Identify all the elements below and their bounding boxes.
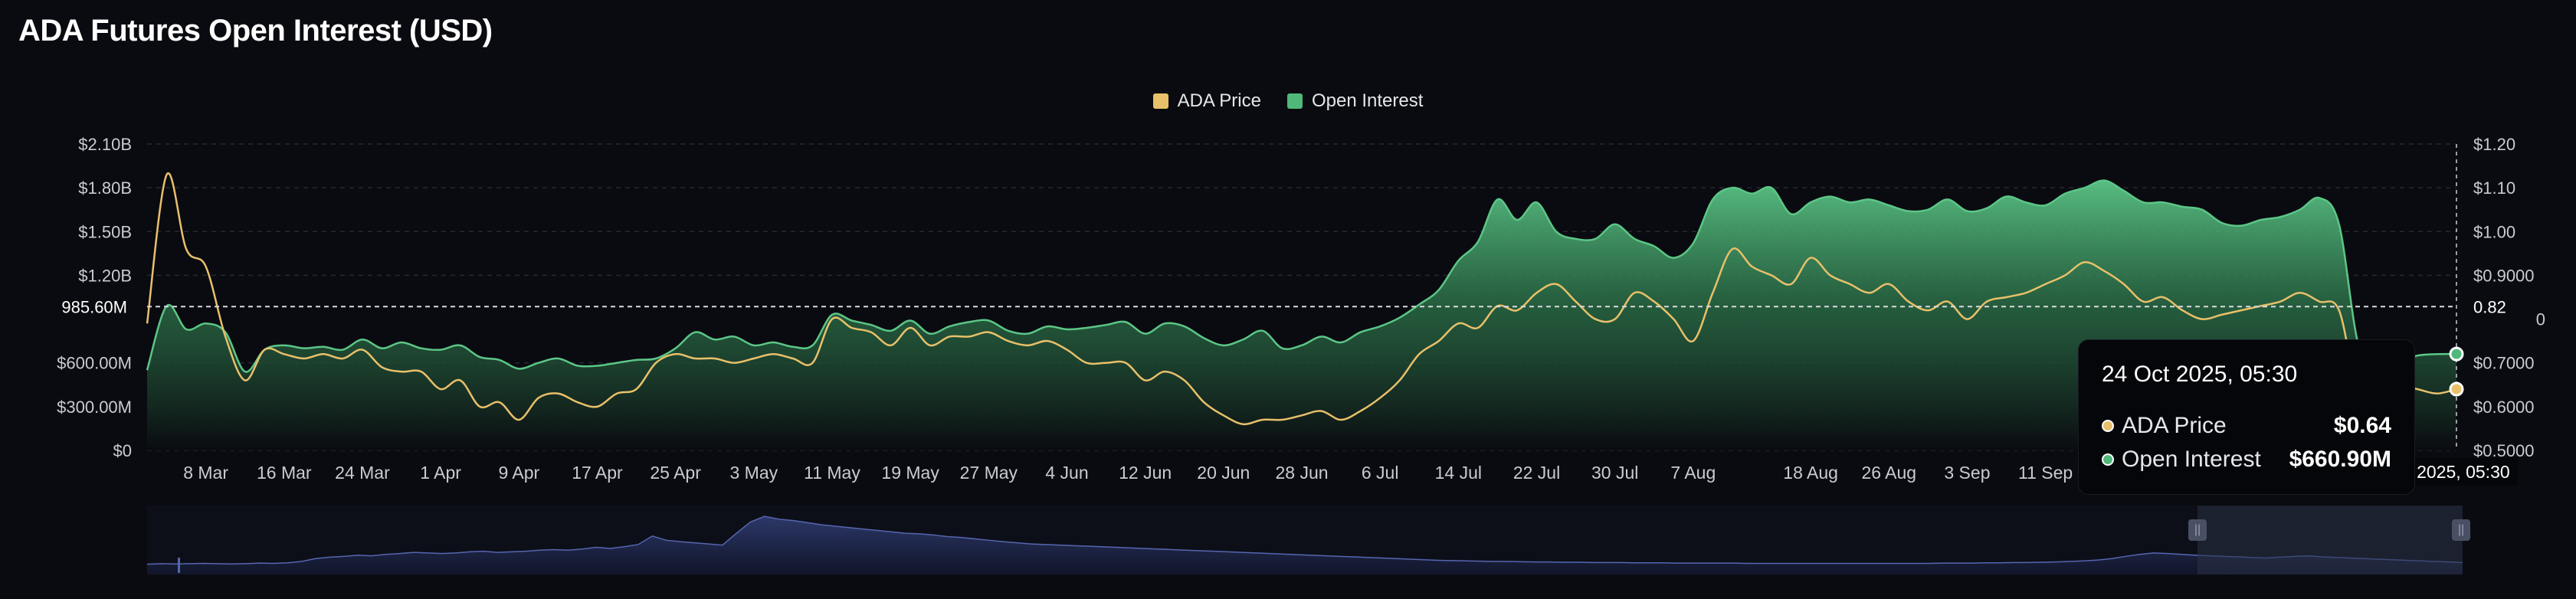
tooltip-row-ada-price: ADA Price $0.64 (2102, 409, 2391, 443)
x-tick-label: 27 May (960, 463, 1018, 483)
tooltip-row-open-interest: Open Interest $660.90M (2102, 443, 2391, 476)
legend-label-open-interest: Open Interest (1311, 90, 1424, 111)
y-right-tick-label: $0.6000 (2473, 398, 2535, 417)
crosshair-left-label-bg (46, 293, 143, 321)
y-left-tick-label: $600.00M (57, 354, 132, 373)
legend-swatch-ada-price (1152, 93, 1168, 109)
x-tick-label: 12 Jun (1119, 463, 1172, 483)
chart-title: ADA Futures Open Interest (USD) (18, 14, 493, 47)
x-tick-label: 20 Jun (1197, 463, 1250, 483)
open-interest-hover-marker (2449, 346, 2464, 362)
x-tick-label: 11 May (804, 463, 860, 483)
x-tick-label: 7 Aug (1670, 463, 1716, 483)
y-left-tick-label: $1.50B (78, 222, 132, 241)
x-tick-label: 28 Jun (1275, 463, 1328, 483)
x-tick-label: 19 May (881, 463, 939, 483)
navigator-selection (2197, 506, 2463, 574)
chart-tooltip: 24 Oct 2025, 05:30 ADA Price $0.64 Open … (2078, 339, 2415, 495)
legend-item-ada-price[interactable]: ADA Price (1152, 90, 1261, 112)
x-tick-label: 3 May (729, 463, 778, 483)
x-tick-label: 8 Mar (183, 463, 228, 483)
navigator-left-handle[interactable]: || (2188, 519, 2207, 541)
tooltip-value-open-interest: $660.90M (2289, 447, 2391, 472)
ada-price-line (146, 172, 2457, 426)
crosshair-right-label-bg (2464, 293, 2527, 321)
x-tick-label: 11 Sep (2018, 463, 2073, 483)
x-tick-label: 16 Mar (257, 463, 312, 483)
tooltip-dot-open-interest (2102, 453, 2114, 466)
navigator-line (146, 516, 2463, 565)
y-left-tick-label: $1.20B (78, 266, 132, 285)
x-tick-label: 24 Mar (335, 463, 390, 483)
y-right-tick-label: $1.20 (2473, 135, 2515, 154)
tooltip-dot-ada-price (2102, 420, 2114, 432)
navigator-area (147, 516, 2463, 574)
x-tick-label: 18 Aug (1783, 463, 1838, 483)
y-right-tick-label: $0.7000 (2473, 354, 2535, 373)
y-right-tick-label: $0.9000 (2473, 266, 2535, 285)
x-tick-label: 26 Aug (1861, 463, 1916, 483)
crosshair-left-label: 985.60M (61, 297, 127, 316)
y-right-tick-label: $1.00 (2473, 222, 2515, 241)
open-interest-line (146, 179, 2457, 373)
legend: ADA Price Open Interest (0, 90, 2576, 112)
x-tick-label: 22 Jul (1513, 463, 1560, 483)
legend-swatch-open-interest (1286, 93, 1303, 109)
y-left-tick-label: $2.10B (78, 135, 132, 154)
x-tick-label: 9 Apr (498, 463, 539, 483)
x-tick-label: 3 Sep (1944, 463, 1990, 483)
x-tick-label: 25 Apr (650, 463, 701, 483)
open-interest-area (147, 180, 2456, 450)
ada-price-hover-marker (2449, 381, 2464, 397)
crosshair-right-label: 0.82 (2473, 297, 2506, 316)
y-right-tick-label: $1.10 (2473, 178, 2515, 198)
tooltip-value-ada-price: $0.64 (2333, 413, 2391, 438)
tooltip-label-ada-price: ADA Price (2122, 413, 2227, 438)
legend-label-ada-price: ADA Price (1177, 90, 1261, 111)
x-tick-label: 14 Jul (1435, 463, 1482, 483)
y-left-tick-label: $1.80B (78, 178, 132, 198)
x-tick-label: 30 Jul (1591, 463, 1638, 483)
x-tick-label: 4 Jun (1045, 463, 1088, 483)
legend-item-open-interest[interactable]: Open Interest (1286, 90, 1424, 112)
tooltip-label-open-interest: Open Interest (2122, 447, 2261, 472)
y-right-tick-label: 0 (2536, 310, 2545, 329)
x-tick-label: 1 Apr (420, 463, 461, 483)
navigator-right-handle[interactable]: || (2452, 519, 2470, 541)
y-right-tick-label: $0.5000 (2473, 441, 2535, 460)
x-tick-label: 6 Jul (1362, 463, 1399, 483)
navigator-start-marker (178, 558, 180, 573)
y-left-tick-label: $0 (113, 441, 132, 460)
x-tick-label: 17 Apr (572, 463, 623, 483)
y-left-tick-label: $300.00M (57, 398, 132, 417)
tooltip-date: 24 Oct 2025, 05:30 (2102, 362, 2298, 387)
